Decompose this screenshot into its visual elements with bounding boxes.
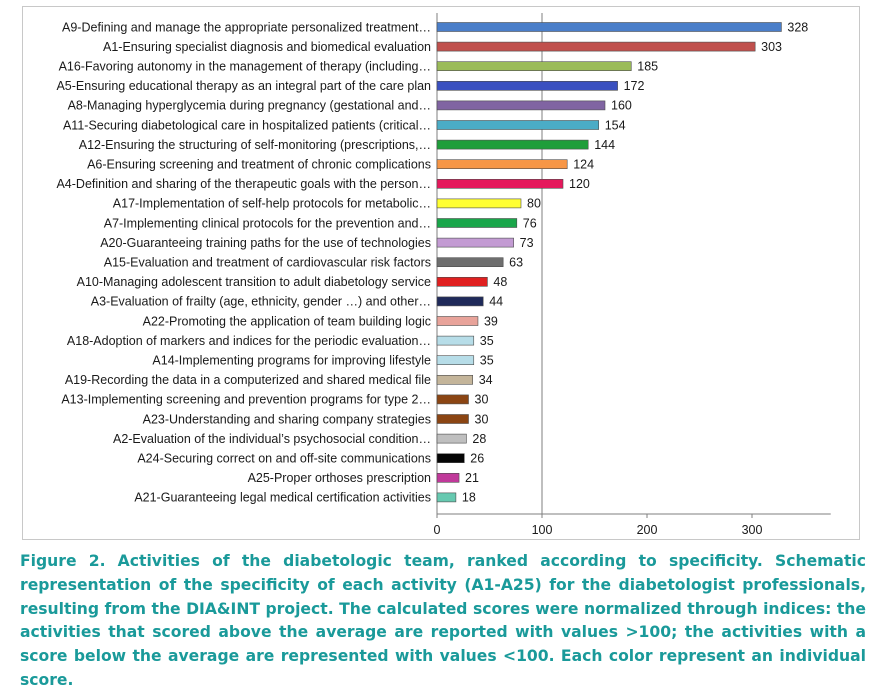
- bar: [436, 414, 469, 424]
- category-label: A13-Implementing screening and preventio…: [61, 393, 431, 407]
- data-label: 39: [484, 314, 498, 328]
- figure-caption: Figure 2. Activities of the diabetologic…: [20, 552, 866, 689]
- category-label: A16-Favoring autonomy in the management …: [59, 60, 431, 74]
- bar: [436, 394, 469, 405]
- bar: [436, 120, 599, 130]
- data-label: 35: [480, 334, 494, 348]
- category-label: A11-Securing diabetological care in hosp…: [63, 118, 431, 132]
- bar: [436, 316, 479, 326]
- bar: [436, 374, 474, 385]
- data-label: 185: [637, 60, 658, 74]
- data-label: 303: [761, 40, 782, 54]
- category-label: A24-Securing correct on and off-site com…: [137, 452, 431, 466]
- bar: [436, 159, 568, 169]
- data-label: 28: [472, 432, 486, 446]
- bar-chart: A9-Defining and manage the appropriate p…: [56, 13, 831, 537]
- x-tick-label: 100: [532, 523, 553, 537]
- bar: [436, 81, 618, 91]
- category-label: A7-Implementing clinical protocols for t…: [104, 216, 431, 230]
- category-label: A19-Recording the data in a computerized…: [65, 373, 431, 387]
- category-label: A15-Evaluation and treatment of cardiova…: [104, 256, 431, 270]
- data-label: 18: [462, 491, 476, 505]
- x-tick-label: 300: [742, 523, 763, 537]
- data-label: 160: [611, 99, 632, 113]
- data-label: 80: [527, 197, 541, 211]
- category-label: A2-Evaluation of the individual’s psycho…: [113, 432, 431, 446]
- bar: [436, 257, 504, 267]
- bar: [436, 492, 457, 503]
- category-label: A20-Guaranteeing training paths for the …: [100, 236, 431, 250]
- category-label: A18-Adoption of markers and indices for …: [67, 334, 431, 348]
- data-label: 35: [480, 354, 494, 368]
- data-label: 154: [605, 118, 626, 132]
- bar: [436, 179, 564, 189]
- bar: [436, 61, 632, 72]
- bar: [436, 472, 460, 483]
- data-label: 26: [470, 452, 484, 466]
- bar: [436, 198, 522, 209]
- data-label: 48: [493, 275, 507, 289]
- bar: [436, 22, 782, 32]
- bar: [436, 100, 606, 111]
- category-label: A21-Guaranteeing legal medical certifica…: [134, 491, 431, 505]
- chart-frame: A9-Defining and manage the appropriate p…: [22, 6, 860, 540]
- data-label: 34: [479, 373, 493, 387]
- data-label: 63: [509, 256, 523, 270]
- category-label: A3-Evaluation of frailty (age, ethnicity…: [91, 295, 431, 309]
- category-label: A22-Promoting the application of team bu…: [143, 314, 431, 328]
- category-label: A4-Definition and sharing of the therape…: [56, 177, 431, 191]
- data-label: 120: [569, 177, 590, 191]
- bar: [436, 276, 488, 287]
- data-label: 76: [523, 216, 537, 230]
- bar: [436, 139, 589, 150]
- bar: [436, 453, 465, 464]
- data-label: 328: [787, 20, 808, 34]
- data-label: 30: [475, 393, 489, 407]
- category-label: A10-Managing adolescent transition to ad…: [77, 275, 431, 289]
- x-tick-label: 200: [637, 523, 658, 537]
- data-label: 144: [594, 138, 615, 152]
- category-label: A9-Defining and manage the appropriate p…: [62, 20, 431, 34]
- category-label: A25-Proper orthoses prescription: [248, 471, 431, 485]
- data-label: 73: [520, 236, 534, 250]
- data-label: 172: [624, 79, 645, 93]
- category-label: A12-Ensuring the structuring of self-mon…: [79, 138, 431, 152]
- bar: [436, 237, 514, 248]
- bar: [436, 296, 484, 307]
- data-label: 124: [573, 158, 594, 172]
- data-label: 21: [465, 471, 479, 485]
- data-label: 30: [475, 412, 489, 426]
- category-label: A23-Understanding and sharing company st…: [143, 412, 431, 426]
- category-label: A1-Ensuring specialist diagnosis and bio…: [103, 40, 431, 54]
- bar: [436, 355, 475, 366]
- bar: [436, 218, 518, 228]
- category-label: A6-Ensuring screening and treatment of c…: [87, 158, 431, 172]
- bar: [436, 41, 756, 52]
- category-label: A17-Implementation of self-help protocol…: [113, 197, 431, 211]
- bar: [436, 335, 475, 346]
- category-label: A5-Ensuring educational therapy as an in…: [56, 79, 431, 93]
- category-label: A14-Implementing programs for improving …: [152, 354, 431, 368]
- bar: [436, 433, 467, 444]
- category-label: A8-Managing hyperglycemia during pregnan…: [68, 99, 431, 113]
- data-label: 44: [489, 295, 503, 309]
- x-tick-label: 0: [434, 523, 441, 537]
